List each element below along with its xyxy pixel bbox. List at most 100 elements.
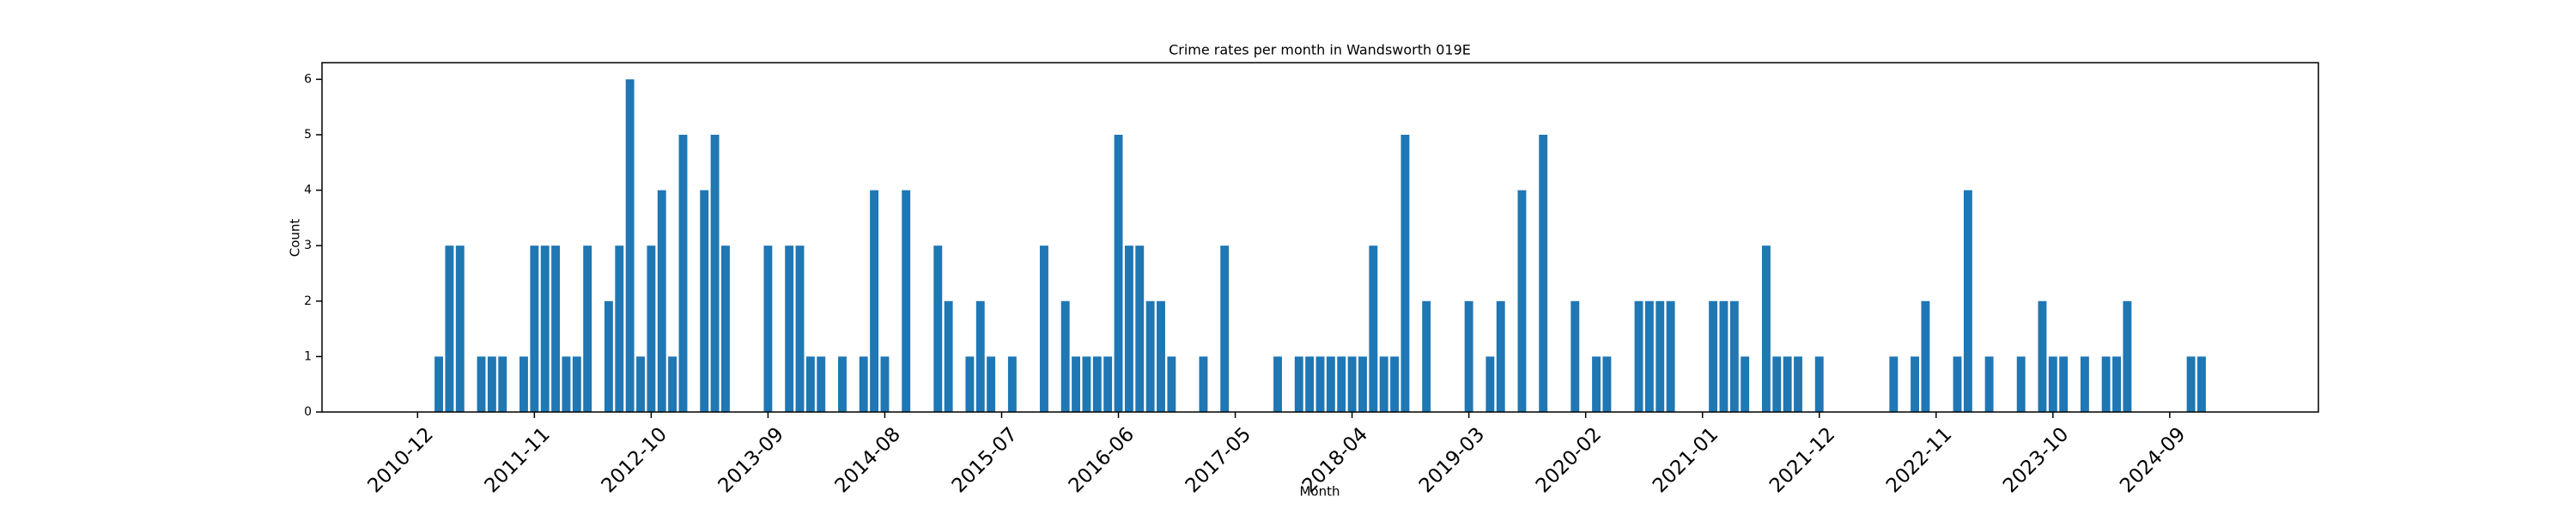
- bar: [1464, 300, 1473, 412]
- bar: [795, 245, 805, 412]
- bar: [700, 190, 709, 413]
- bar: [1644, 300, 1654, 412]
- y-tick-label: 1: [304, 349, 312, 363]
- bar: [657, 190, 666, 413]
- y-tick-label: 5: [304, 128, 312, 142]
- bar: [1326, 356, 1335, 412]
- bar: [1911, 356, 1919, 412]
- bar: [1315, 356, 1325, 412]
- bar: [1666, 300, 1675, 412]
- bar: [1889, 356, 1899, 412]
- bar: [1347, 356, 1357, 412]
- x-tick-label: 2017-05: [1182, 423, 1255, 497]
- bar: [902, 190, 911, 413]
- bar: [1379, 356, 1388, 412]
- x-tick-label: 2010-12: [364, 423, 438, 497]
- bar: [498, 356, 507, 412]
- bar: [1400, 134, 1410, 412]
- bar: [2016, 356, 2026, 412]
- bar: [1369, 245, 1378, 412]
- bar: [2059, 356, 2069, 412]
- bar: [1220, 245, 1230, 412]
- bar: [583, 245, 592, 412]
- bar: [838, 356, 847, 412]
- bar: [785, 245, 794, 412]
- bar: [477, 356, 486, 412]
- bar: [455, 245, 465, 412]
- bar: [1273, 356, 1282, 412]
- bar: [1772, 356, 1782, 412]
- bar: [1157, 300, 1165, 412]
- bar: [1794, 356, 1802, 412]
- y-tick-label: 0: [304, 405, 312, 419]
- bar: [1984, 356, 1994, 412]
- bar: [1135, 245, 1145, 412]
- y-tick-label: 3: [304, 239, 312, 252]
- bar: [1092, 356, 1102, 412]
- bar: [1761, 245, 1771, 412]
- bar: [1040, 245, 1048, 412]
- bar: [1124, 245, 1133, 412]
- bar: [551, 245, 561, 412]
- bar: [817, 356, 826, 412]
- bar: [615, 245, 624, 412]
- bar: [1060, 300, 1070, 412]
- bar: [1709, 300, 1718, 412]
- x-tick-label: 2022-11: [1882, 423, 1956, 497]
- bar: [519, 356, 528, 412]
- x-tick-label: 2024-09: [2116, 423, 2190, 497]
- bar: [1082, 356, 1091, 412]
- x-tick-label: 2021-12: [1765, 423, 1839, 497]
- x-tick-label: 2013-09: [714, 423, 788, 497]
- bar: [1921, 300, 1930, 412]
- bar: [987, 356, 996, 412]
- bar: [710, 134, 720, 412]
- bar: [487, 356, 496, 412]
- x-axis-label: Month: [1299, 484, 1340, 500]
- bar: [1741, 356, 1750, 412]
- bar: [805, 356, 815, 412]
- bar: [965, 356, 975, 412]
- bar: [647, 245, 656, 412]
- bar: [530, 245, 539, 412]
- x-tick-label: 2016-06: [1065, 423, 1139, 497]
- bar: [1422, 300, 1431, 412]
- bar: [870, 190, 879, 413]
- x-tick-label: 2023-10: [1999, 423, 2073, 497]
- bar: [540, 245, 550, 412]
- bar: [1145, 300, 1155, 412]
- x-tick-label: 2019-03: [1415, 423, 1489, 497]
- bar: [1167, 356, 1176, 412]
- bar: [2048, 356, 2057, 412]
- bar: [678, 134, 688, 412]
- x-tick-label: 2011-11: [481, 423, 555, 497]
- x-tick-label: 2020-02: [1532, 423, 1606, 497]
- bar: [1814, 356, 1824, 412]
- x-tick-label: 2015-07: [948, 423, 1022, 497]
- bar: [1496, 300, 1505, 412]
- bar: [2197, 356, 2206, 412]
- bar: [1103, 356, 1113, 412]
- bar: [1656, 300, 1665, 412]
- bar: [562, 356, 571, 412]
- bar: [2101, 356, 2111, 412]
- bar: [2080, 356, 2089, 412]
- bar: [1719, 300, 1728, 412]
- bar: [1783, 356, 1792, 412]
- bar: [1963, 190, 1972, 413]
- bar: [763, 245, 773, 412]
- bar: [1592, 356, 1601, 412]
- plot-frame: [321, 62, 2319, 413]
- bar: [625, 79, 635, 412]
- bar: [1199, 356, 1208, 412]
- x-tick-label: 2014-08: [831, 423, 905, 497]
- bar: [975, 300, 985, 412]
- bar: [1358, 356, 1367, 412]
- bar: [1390, 356, 1400, 412]
- bar: [1539, 134, 1548, 412]
- bar: [1305, 356, 1315, 412]
- chart-title: Crime rates per month in Wandsworth 019E: [1169, 42, 1471, 58]
- y-tick-label: 4: [304, 184, 312, 197]
- bar: [1602, 356, 1612, 412]
